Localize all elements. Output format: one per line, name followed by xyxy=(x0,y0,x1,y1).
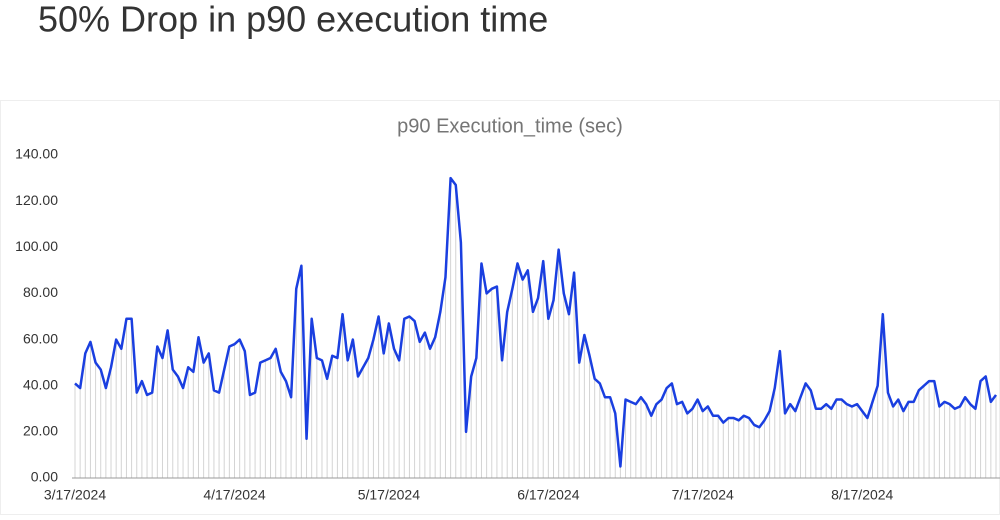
y-tick-label: 20.00 xyxy=(23,423,58,439)
y-tick-label: 100.00 xyxy=(15,238,58,254)
y-tick-label: 0.00 xyxy=(31,469,58,485)
x-tick-label: 5/17/2024 xyxy=(358,487,420,503)
chart-frame xyxy=(0,100,1000,515)
y-tick-label: 80.00 xyxy=(23,284,58,300)
y-tick-label: 40.00 xyxy=(23,376,58,392)
chart-title: p90 Execution_time (sec) xyxy=(397,115,623,137)
x-tick-label: 8/17/2024 xyxy=(831,487,893,503)
data-line xyxy=(74,176,998,468)
y-tick-label: 140.00 xyxy=(15,146,58,162)
x-tick-label: 3/17/2024 xyxy=(44,487,106,503)
y-tick-label: 60.00 xyxy=(23,330,58,346)
x-tick-label: 6/17/2024 xyxy=(517,487,579,503)
x-tick-label: 4/17/2024 xyxy=(203,487,265,503)
plot: 0.00 20.00 40.00 60.00 80.00 100.00 120.00 140.… xyxy=(15,146,1000,503)
x-tick-label: 7/17/2024 xyxy=(672,487,734,503)
y-tick-label: 120.00 xyxy=(15,192,58,208)
slide-title: 50% Drop in p90 execution time xyxy=(38,0,548,40)
